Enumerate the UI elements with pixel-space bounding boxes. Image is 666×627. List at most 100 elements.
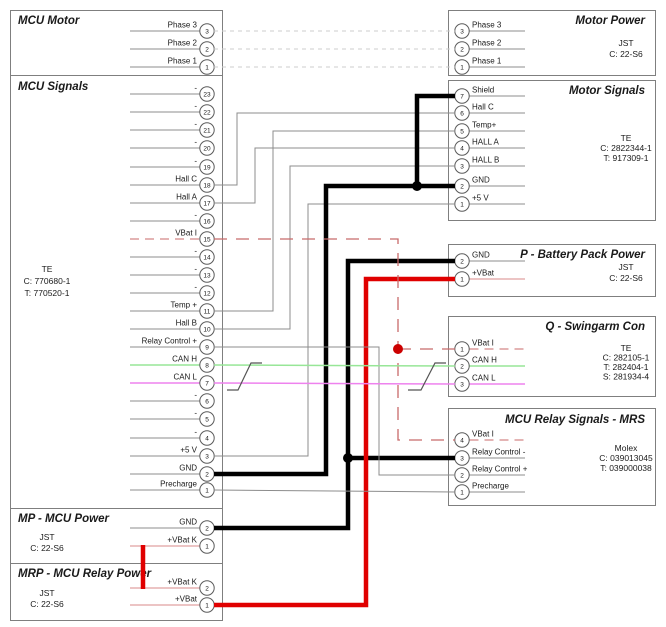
pin-number: 19 — [203, 164, 211, 171]
pin-mcu-signals-9: Relay Control + 9 — [130, 337, 215, 355]
pin-number: 17 — [203, 200, 211, 207]
block-info-mrp-mcu-relay-power-line1: C: 22-S6 — [30, 599, 64, 609]
pin-number: 2 — [205, 46, 209, 53]
pin-label: - — [194, 211, 197, 220]
pin-label: - — [194, 157, 197, 166]
pin-number: 3 — [205, 28, 209, 35]
pin-label: - — [194, 102, 197, 111]
pin-mcu-signals-18: Hall C 18 — [130, 175, 215, 193]
pin-mcu-signals-22: -22 — [130, 102, 215, 120]
block-motor-signals: Motor Signals TEC: 2822344-1T: 917309-1 Sh… — [448, 80, 656, 221]
wire-gnd-battery — [214, 258, 455, 531]
pin-mcu-signals-2: GND 2 — [130, 464, 215, 482]
pin-label: +VBat — [175, 595, 198, 604]
block-title-mrp-mcu-relay-power: MRP - MCU Relay Power — [18, 568, 152, 580]
pin-motor-signals-5: Temp+ 5 — [454, 121, 525, 139]
pin-mcu-signals-7: CAN L 7 — [130, 373, 215, 391]
pin-number: 14 — [203, 254, 211, 261]
pin-motor-signals-1: +5 V 1 — [454, 194, 525, 212]
pin-mcu-relay-signals-mrs-2: Relay Control + 2 — [454, 465, 528, 483]
pin-label: +VBat — [472, 269, 495, 278]
pin-label: Shield — [472, 86, 494, 95]
wire-shield-branch — [414, 93, 455, 186]
pin-mcu-signals-3: +5 V 3 — [130, 446, 215, 464]
block-border-mrp-mcu-relay-power — [10, 563, 223, 621]
pin-circle — [199, 122, 215, 138]
pin-number: 1 — [460, 346, 464, 353]
pin-number: 2 — [205, 525, 209, 532]
pin-number: 12 — [203, 290, 211, 297]
pin-label: CAN L — [173, 373, 197, 382]
pin-label: Temp+ — [472, 121, 497, 130]
pin-number: 1 — [460, 64, 464, 71]
block-title-mcu-relay-signals-mrs: MCU Relay Signals - MRS — [505, 414, 645, 426]
wire-can-l — [213, 382, 456, 385]
block-border-q-swingarm-con — [448, 316, 656, 397]
pin-number: 2 — [460, 258, 464, 265]
pin-label: Hall B — [176, 319, 197, 328]
pin-number: 3 — [460, 28, 464, 35]
pin-circle — [199, 393, 215, 409]
twist-symbol-left — [227, 362, 262, 391]
pin-label: - — [194, 409, 197, 418]
block-border-motor-signals — [448, 80, 656, 221]
pin-label: +VBat K — [167, 536, 197, 545]
block-info-mcu-relay-signals-mrs-line1: C: 039013045 — [599, 453, 653, 463]
pin-label: CAN H — [472, 356, 497, 365]
pin-mcu-signals-13: -13 — [130, 265, 215, 283]
pin-q-swingarm-con-3: CAN L 3 — [454, 374, 525, 392]
pin-mcu-signals-17: Hall A 17 — [130, 193, 215, 211]
pin-number: 1 — [460, 489, 464, 496]
block-info-mp-mcu-power-line0: JST — [39, 532, 54, 542]
block-info-motor-power-line1: C: 22-S6 — [609, 49, 643, 59]
pin-mcu-signals-1: Precharge 1 — [130, 480, 215, 498]
pin-label: Precharge — [472, 482, 509, 491]
pin-number: 13 — [203, 272, 211, 279]
pin-circle — [199, 430, 215, 446]
pin-mcu-signals-8: CAN H 8 — [130, 355, 215, 373]
pin-number: 1 — [460, 201, 464, 208]
pin-number: 1 — [205, 543, 209, 550]
pin-label: Phase 1 — [168, 57, 198, 66]
pin-label: VBat I — [175, 229, 197, 238]
pin-label: - — [194, 120, 197, 129]
pin-mcu-relay-signals-mrs-3: Relay Control - 3 — [454, 448, 526, 466]
pin-number: 3 — [460, 163, 464, 170]
block-info-mcu-signals-line2: T: 770520-1 — [25, 288, 70, 298]
block-border-p-battery-pack-power — [448, 244, 656, 297]
pin-label: - — [194, 265, 197, 274]
pin-label: Temp + — [171, 301, 198, 310]
pin-motor-signals-6: Hall C 6 — [454, 103, 525, 121]
pin-label: GND — [179, 518, 197, 527]
pin-motor-signals-2: GND 2 — [454, 176, 525, 194]
pin-label: Hall C — [175, 175, 197, 184]
pin-number: 2 — [460, 46, 464, 53]
wire-precharge — [213, 489, 456, 493]
wire-hall-c — [214, 112, 455, 186]
pin-number: 23 — [203, 91, 211, 98]
pin-number: 2 — [205, 585, 209, 592]
pin-label: VBat I — [472, 339, 494, 348]
pin-circle — [199, 213, 215, 229]
wire-relay-control-plus — [214, 346, 455, 476]
pin-number: 6 — [205, 398, 209, 405]
pin-number: 5 — [205, 416, 209, 423]
pin-number: 11 — [204, 308, 211, 315]
pin-label: Phase 2 — [168, 39, 198, 48]
pin-mcu-signals-19: -19 — [130, 157, 215, 175]
pin-label: Hall A — [176, 193, 198, 202]
pin-label: Hall C — [472, 103, 494, 112]
pin-circle — [199, 86, 215, 102]
pin-label: HALL A — [472, 138, 499, 147]
pin-p-battery-pack-power-2: GND 2 — [454, 251, 525, 269]
pin-mcu-signals-11: Temp + 11 — [130, 301, 215, 319]
pin-number: 7 — [460, 93, 464, 100]
pin-mcu-signals-5: -5 — [130, 409, 215, 427]
pin-mp-mcu-power-2: GND 2 — [130, 518, 215, 536]
pin-label: - — [194, 84, 197, 93]
pin-number: 22 — [203, 109, 211, 116]
block-info-q-swingarm-con-line0: TE — [621, 343, 632, 353]
